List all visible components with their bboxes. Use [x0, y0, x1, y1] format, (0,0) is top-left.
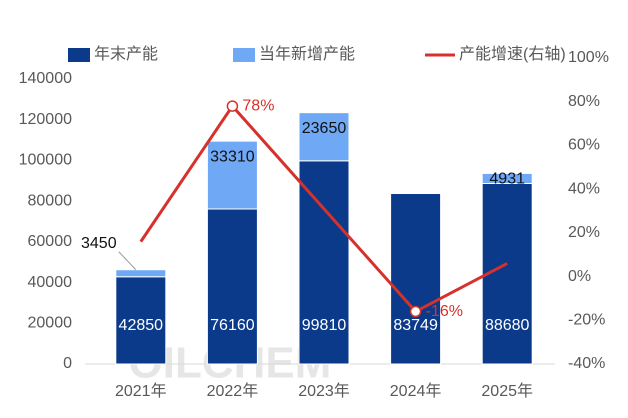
y-tick-label: 20000	[28, 315, 73, 332]
data-label: 33310	[210, 148, 255, 165]
legend-swatch	[68, 48, 90, 62]
y2-tick-label: 40%	[568, 180, 600, 197]
y2-tick-label: 0%	[568, 268, 591, 285]
line-marker	[226, 100, 239, 112]
bar-segment	[481, 172, 533, 184]
line	[139, 103, 508, 314]
legend-label: 当年新增产能	[259, 45, 355, 63]
x-tick-label: 2024年	[390, 382, 442, 400]
x-tick-label: 2025年	[481, 382, 533, 400]
legend-label: 产能增速(右轴)	[459, 45, 566, 63]
x-tick-label: 2023年	[298, 382, 350, 400]
y2-tick-label: -20%	[568, 312, 605, 329]
line-label: 78%	[242, 97, 274, 114]
data-label: 88680	[485, 317, 530, 334]
bar-segment	[115, 269, 167, 278]
data-label: 99810	[302, 317, 347, 334]
y-tick-label: 120000	[19, 111, 72, 128]
line-marker	[409, 305, 422, 318]
y2-tick-label: 20%	[568, 224, 600, 241]
y2-tick-label: 100%	[568, 49, 609, 66]
bar-segment	[206, 208, 258, 365]
y-tick-label: 100000	[19, 152, 72, 169]
bar-segment	[298, 112, 350, 162]
y2-tick-label: 80%	[568, 93, 600, 110]
legend-label: 年末产能	[94, 45, 158, 63]
data-label: 76160	[210, 317, 255, 334]
x-tick-label: 2021年	[115, 382, 167, 400]
line-label: -16%	[426, 303, 463, 320]
y-tick-label: 140000	[19, 70, 72, 87]
y-tick-label: 0	[63, 355, 72, 372]
bar-segment	[298, 160, 350, 365]
y2-tick-label: -40%	[568, 355, 605, 372]
legend-swatch	[233, 48, 255, 62]
y-tick-label: 80000	[28, 192, 73, 209]
bar-segment	[390, 193, 442, 365]
y-tick-label: 60000	[28, 233, 73, 250]
bar-segment	[206, 140, 258, 210]
leader-line	[118, 251, 137, 271]
bar-segment	[115, 276, 167, 365]
y-tick-label: 40000	[28, 274, 73, 291]
data-label: 83749	[393, 317, 438, 334]
data-label: 4931	[489, 171, 525, 188]
data-label: 3450	[81, 235, 117, 252]
data-label: 23650	[302, 120, 347, 137]
x-tick-label: 2022年	[207, 382, 259, 400]
y2-tick-label: 60%	[568, 137, 600, 154]
data-label: 42850	[119, 317, 164, 334]
